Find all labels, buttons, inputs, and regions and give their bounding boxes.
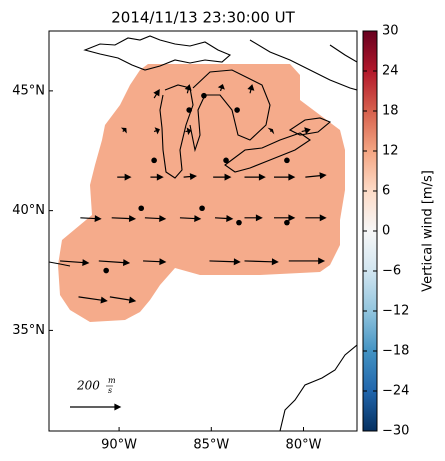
station <box>199 205 205 212</box>
station <box>138 205 145 212</box>
station <box>186 107 192 113</box>
colorbar-label: Vertical wind [m/s] <box>421 170 436 292</box>
scale-label: 200 <box>76 379 100 393</box>
wind-vector <box>185 127 192 136</box>
colorbar-tick-label: −12 <box>382 304 409 319</box>
colorbar-tick-label: −6 <box>382 264 401 279</box>
station <box>103 267 109 274</box>
y-tick-label: 35°N <box>12 323 45 338</box>
scale-arrow <box>70 403 122 411</box>
wind-vector <box>184 84 192 94</box>
x-tick-label: 85°W <box>193 438 229 453</box>
wind-vector <box>78 296 108 304</box>
wind-vector <box>143 258 167 266</box>
wind-vector <box>244 214 263 222</box>
colorbar-tick-label: 12 <box>382 144 399 159</box>
scale-unit-top: m <box>108 376 116 385</box>
wind-vector <box>80 215 102 223</box>
x-tick-label: 90°W <box>101 438 137 453</box>
colorbar-tick-label: −18 <box>382 344 409 359</box>
coastlines <box>49 35 357 431</box>
station <box>284 219 290 226</box>
wind-vector <box>111 215 137 223</box>
wind-vector <box>153 127 160 135</box>
wind-vector <box>301 127 311 135</box>
scale-unit-bottom: s <box>108 386 112 395</box>
wind-vector <box>244 258 279 266</box>
station <box>236 219 242 226</box>
x-tick-label: 80°W <box>286 438 322 453</box>
y-tick-label: 45°N <box>12 83 45 98</box>
colorbar-tick-label: 24 <box>382 64 399 79</box>
colorbar-tick-label: 18 <box>382 104 399 119</box>
station <box>151 157 157 164</box>
colorbar-tick-label: −24 <box>382 384 409 399</box>
wind-vector <box>120 127 127 134</box>
wind-vector <box>274 173 296 181</box>
wind-vector <box>144 215 167 223</box>
colorbar-tick-label: 0 <box>382 224 390 239</box>
title: 2014/11/13 23:30:00 UT <box>111 9 295 27</box>
station <box>201 92 207 99</box>
colorbar-tick-label: 30 <box>382 24 399 39</box>
wind-vector <box>288 257 326 265</box>
wind-vector <box>305 214 327 222</box>
colorbar-tick-label: −30 <box>382 424 409 439</box>
wind-vector <box>98 259 131 267</box>
station <box>284 157 290 164</box>
station <box>234 107 240 113</box>
wind-vector <box>109 296 137 304</box>
wind-vector <box>267 127 275 135</box>
wind-vector <box>213 173 232 181</box>
wind-field <box>58 64 345 322</box>
wind-vector <box>305 172 327 180</box>
station <box>223 157 229 164</box>
map-frame <box>48 30 358 432</box>
wind-vector <box>217 83 225 92</box>
wind-vector <box>247 84 255 94</box>
wind-vector <box>153 88 160 99</box>
wind-vector <box>244 173 266 181</box>
wind-vector <box>183 173 197 181</box>
wind-vector <box>117 173 132 181</box>
y-tick-label: 40°N <box>12 203 45 218</box>
wind-vector <box>214 215 234 222</box>
wind-vector <box>60 259 90 267</box>
wind-vector <box>150 173 164 181</box>
wind-vector <box>179 215 202 223</box>
wind-vector <box>209 258 241 266</box>
map <box>49 35 357 431</box>
wind-vector <box>274 214 296 222</box>
colorbar-tick-label: 6 <box>382 184 390 199</box>
